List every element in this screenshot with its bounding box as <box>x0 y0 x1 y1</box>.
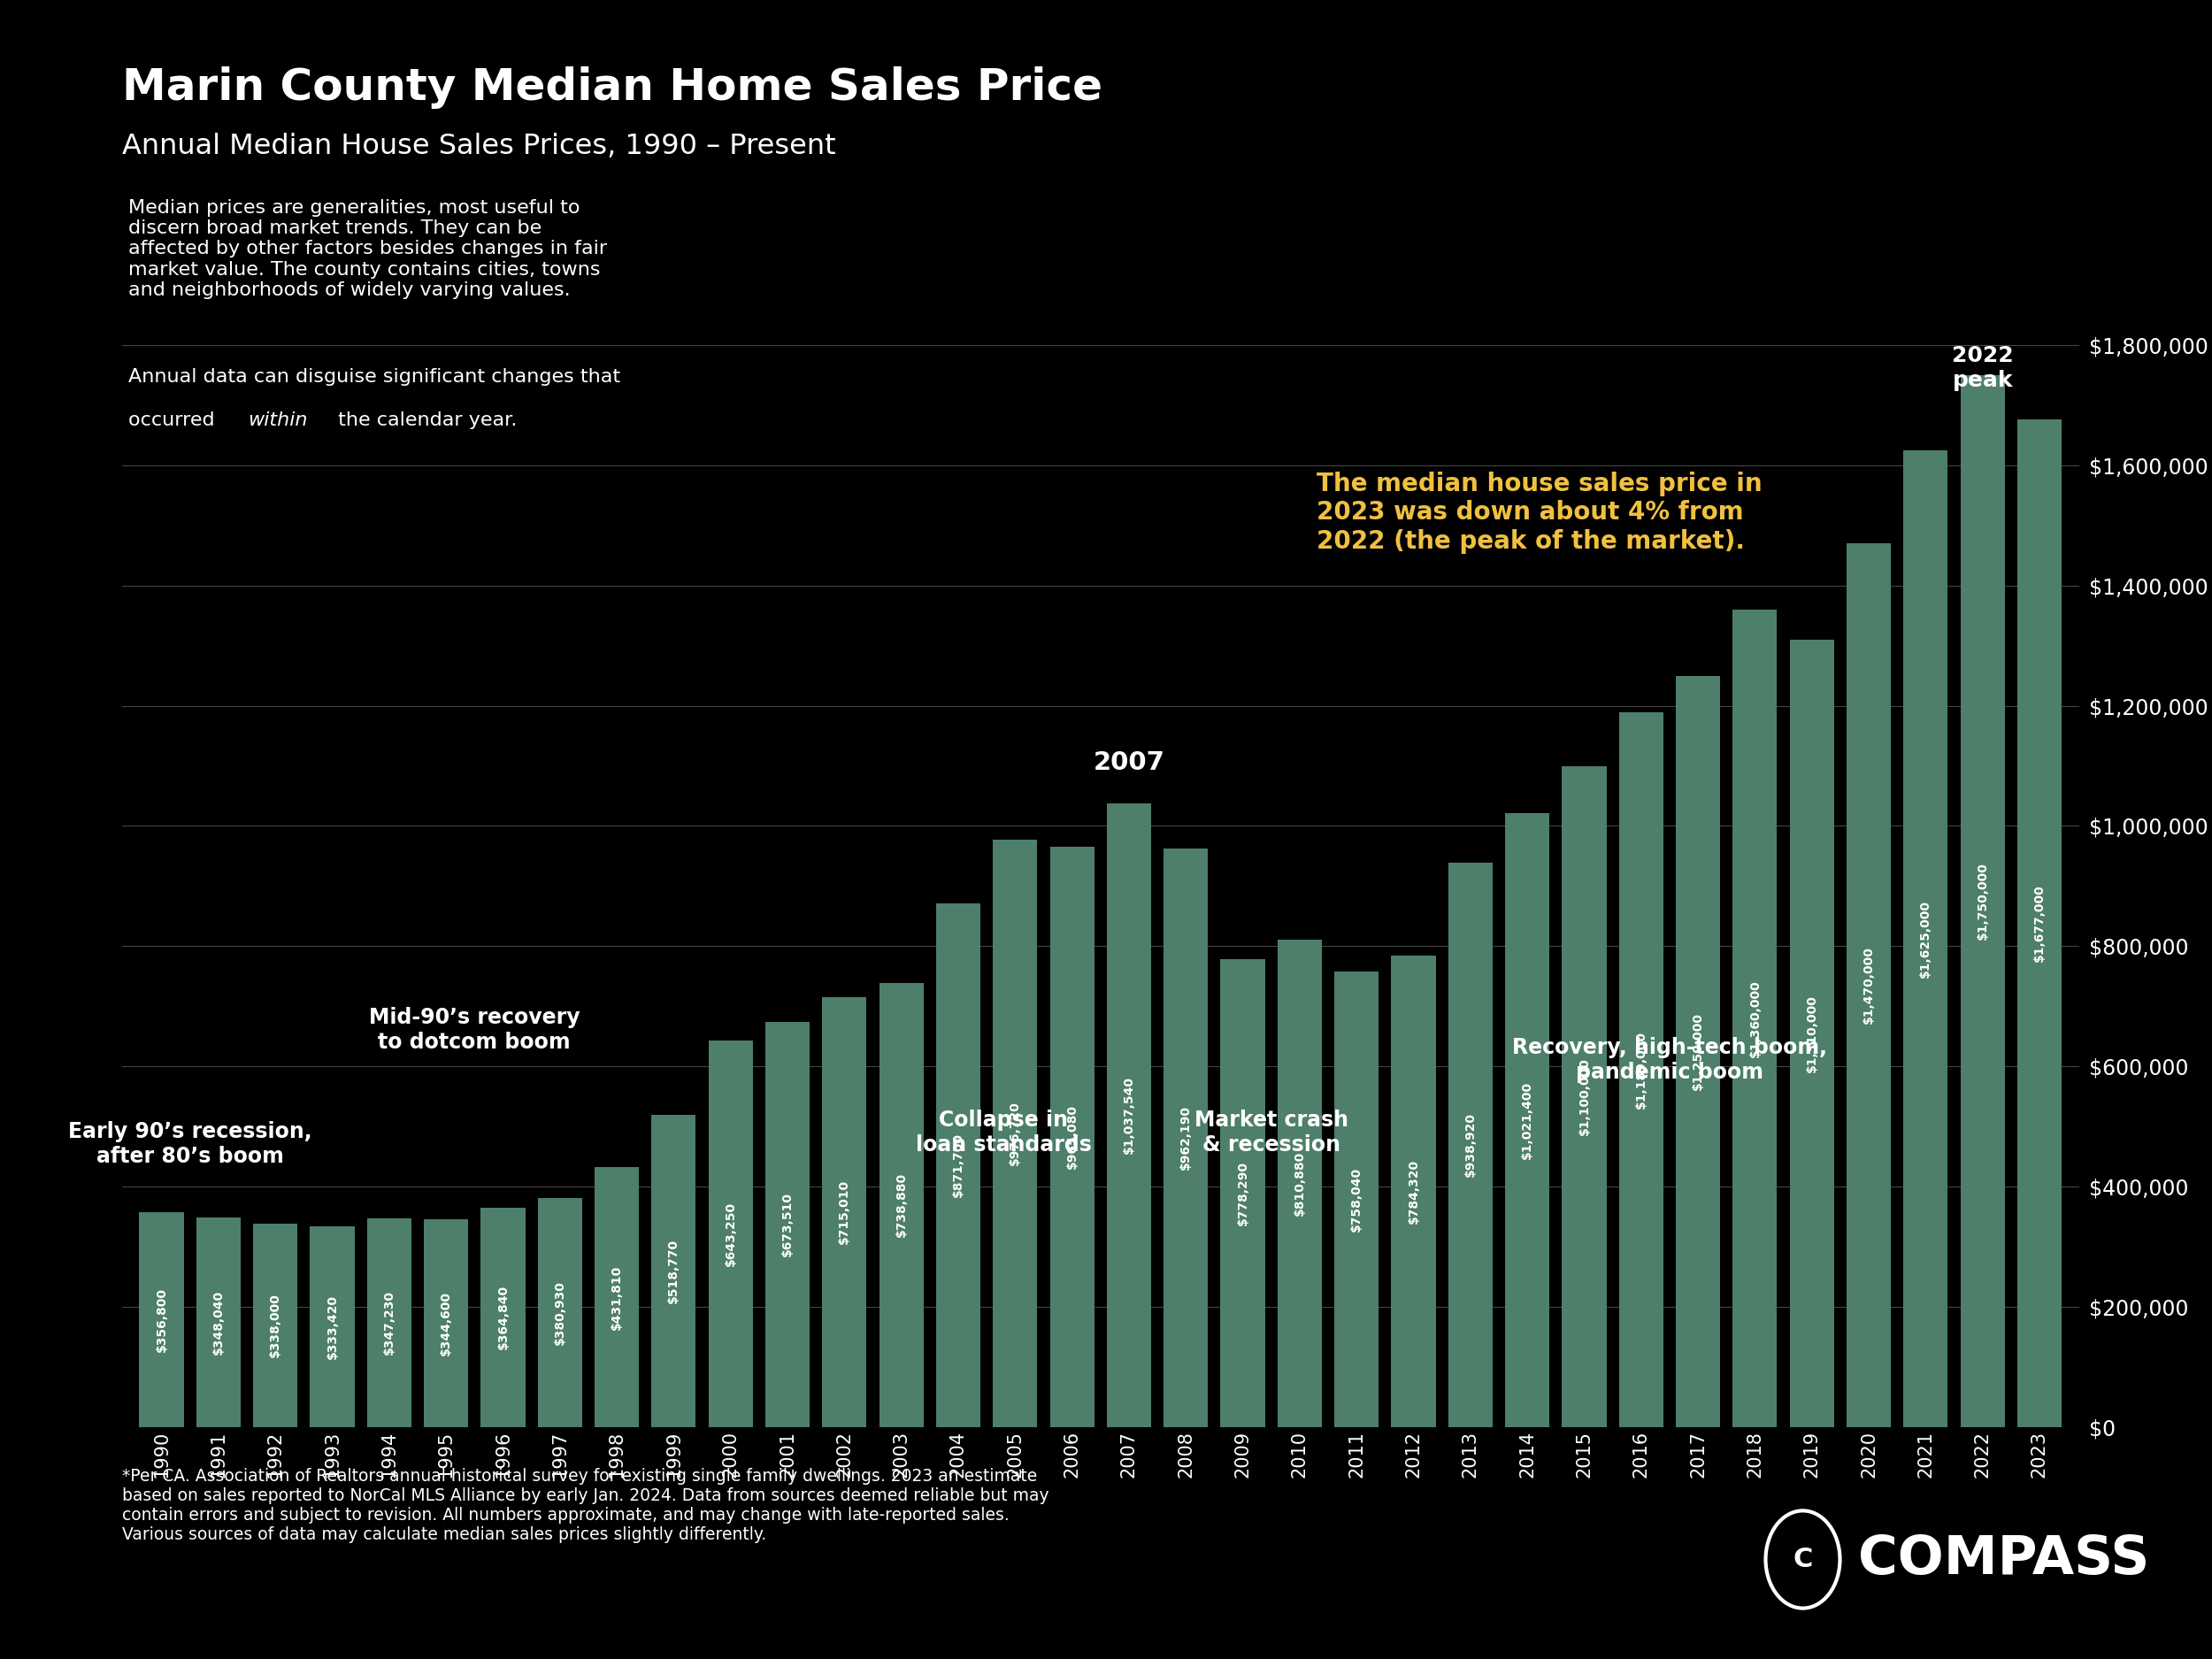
Text: $344,600: $344,600 <box>440 1291 451 1355</box>
Text: Recovery, high-tech boom,
pandemic boom: Recovery, high-tech boom, pandemic boom <box>1513 1037 1827 1083</box>
Text: $1,360,000: $1,360,000 <box>1750 979 1761 1057</box>
Bar <box>197 1218 241 1427</box>
Bar <box>653 1115 697 1427</box>
Text: the calendar year.: the calendar year. <box>332 411 518 430</box>
Bar <box>252 1224 296 1427</box>
Text: Annual Median House Sales Prices, 1990 – Present: Annual Median House Sales Prices, 1990 –… <box>122 133 836 161</box>
Bar <box>993 839 1037 1427</box>
Bar <box>1619 712 1663 1427</box>
Bar <box>1334 971 1378 1427</box>
Bar <box>1279 939 1323 1427</box>
Text: occurred: occurred <box>128 411 221 430</box>
Bar <box>1960 375 2004 1427</box>
Text: $962,190: $962,190 <box>1179 1105 1192 1170</box>
Text: *Per CA. Association of Realtors annual historical survey for existing single fa: *Per CA. Association of Realtors annual … <box>122 1468 1048 1543</box>
Text: Marin County Median Home Sales Price: Marin County Median Home Sales Price <box>122 66 1102 109</box>
Text: $1,677,000: $1,677,000 <box>2033 884 2046 962</box>
Text: $673,510: $673,510 <box>781 1193 794 1258</box>
Text: Median prices are generalities, most useful to
discern broad market trends. They: Median prices are generalities, most use… <box>128 199 606 299</box>
Bar <box>765 1022 810 1427</box>
Bar <box>708 1040 752 1427</box>
Text: $518,770: $518,770 <box>668 1239 679 1304</box>
Text: $778,290: $778,290 <box>1237 1161 1250 1226</box>
Text: $356,800: $356,800 <box>155 1287 168 1352</box>
Bar <box>1677 675 1721 1427</box>
Text: Annual data can disguise significant changes that: Annual data can disguise significant cha… <box>128 368 619 387</box>
Bar <box>480 1208 524 1427</box>
Bar <box>1732 609 1776 1427</box>
Text: $1,625,000: $1,625,000 <box>1920 899 1931 977</box>
Text: 2022
peak: 2022 peak <box>1951 345 2013 392</box>
Text: The median house sales price in
2023 was down about 4% from
2022 (the peak of th: The median house sales price in 2023 was… <box>1316 471 1763 554</box>
Bar <box>878 982 922 1427</box>
Bar <box>425 1219 469 1427</box>
Bar <box>1790 640 1834 1427</box>
Text: $364,840: $364,840 <box>498 1284 509 1349</box>
Bar <box>1391 956 1436 1427</box>
Text: within: within <box>248 411 307 430</box>
Text: $431,810: $431,810 <box>611 1264 624 1329</box>
Bar <box>1562 766 1606 1427</box>
Text: Early 90’s recession,
after 80’s boom: Early 90’s recession, after 80’s boom <box>69 1121 312 1168</box>
Bar <box>1221 959 1265 1427</box>
Text: $715,010: $715,010 <box>838 1180 852 1244</box>
Text: $784,320: $784,320 <box>1407 1158 1420 1223</box>
Text: COMPASS: COMPASS <box>1858 1533 2150 1586</box>
Bar <box>1106 803 1150 1427</box>
Text: $348,040: $348,040 <box>212 1289 226 1354</box>
Text: Mid-90’s recovery
to dotcom boom: Mid-90’s recovery to dotcom boom <box>369 1007 580 1053</box>
Text: $380,930: $380,930 <box>553 1281 566 1344</box>
Text: $810,880: $810,880 <box>1294 1151 1305 1216</box>
Bar <box>538 1198 582 1427</box>
Bar <box>2017 420 2062 1427</box>
Bar <box>595 1168 639 1427</box>
Text: $1,100,000: $1,100,000 <box>1577 1057 1590 1135</box>
Text: $643,250: $643,250 <box>723 1201 737 1266</box>
Text: $1,750,000: $1,750,000 <box>1975 863 1989 941</box>
Bar <box>1164 849 1208 1427</box>
Bar <box>936 902 980 1427</box>
Text: $338,000: $338,000 <box>270 1292 281 1357</box>
Text: $1,470,000: $1,470,000 <box>1863 946 1876 1024</box>
Bar <box>1051 846 1095 1427</box>
Bar <box>1504 813 1548 1427</box>
Text: Collapse in
loan standards: Collapse in loan standards <box>916 1110 1093 1155</box>
Text: $738,880: $738,880 <box>896 1173 907 1238</box>
Text: $871,700: $871,700 <box>951 1133 964 1198</box>
Bar <box>367 1218 411 1427</box>
Text: $1,310,000: $1,310,000 <box>1805 994 1818 1072</box>
Bar <box>139 1213 184 1427</box>
Text: $976,720: $976,720 <box>1009 1102 1022 1166</box>
Bar <box>1905 450 1949 1427</box>
Text: $1,037,540: $1,037,540 <box>1124 1077 1135 1155</box>
Text: $1,189,000: $1,189,000 <box>1635 1030 1648 1108</box>
Text: $1,021,400: $1,021,400 <box>1522 1082 1533 1160</box>
Text: $938,920: $938,920 <box>1464 1113 1478 1176</box>
Text: $965,080: $965,080 <box>1066 1105 1077 1170</box>
Text: C: C <box>1794 1546 1812 1573</box>
Text: $758,040: $758,040 <box>1349 1166 1363 1231</box>
Text: $347,230: $347,230 <box>383 1291 396 1355</box>
Text: Market crash
& recession: Market crash & recession <box>1194 1110 1347 1155</box>
Bar <box>1449 863 1493 1427</box>
Bar <box>310 1226 354 1427</box>
Text: $1,250,000: $1,250,000 <box>1692 1012 1703 1090</box>
Bar <box>823 997 867 1427</box>
Text: $333,420: $333,420 <box>325 1294 338 1359</box>
Bar <box>1847 544 1891 1427</box>
Text: 2007: 2007 <box>1093 750 1166 775</box>
